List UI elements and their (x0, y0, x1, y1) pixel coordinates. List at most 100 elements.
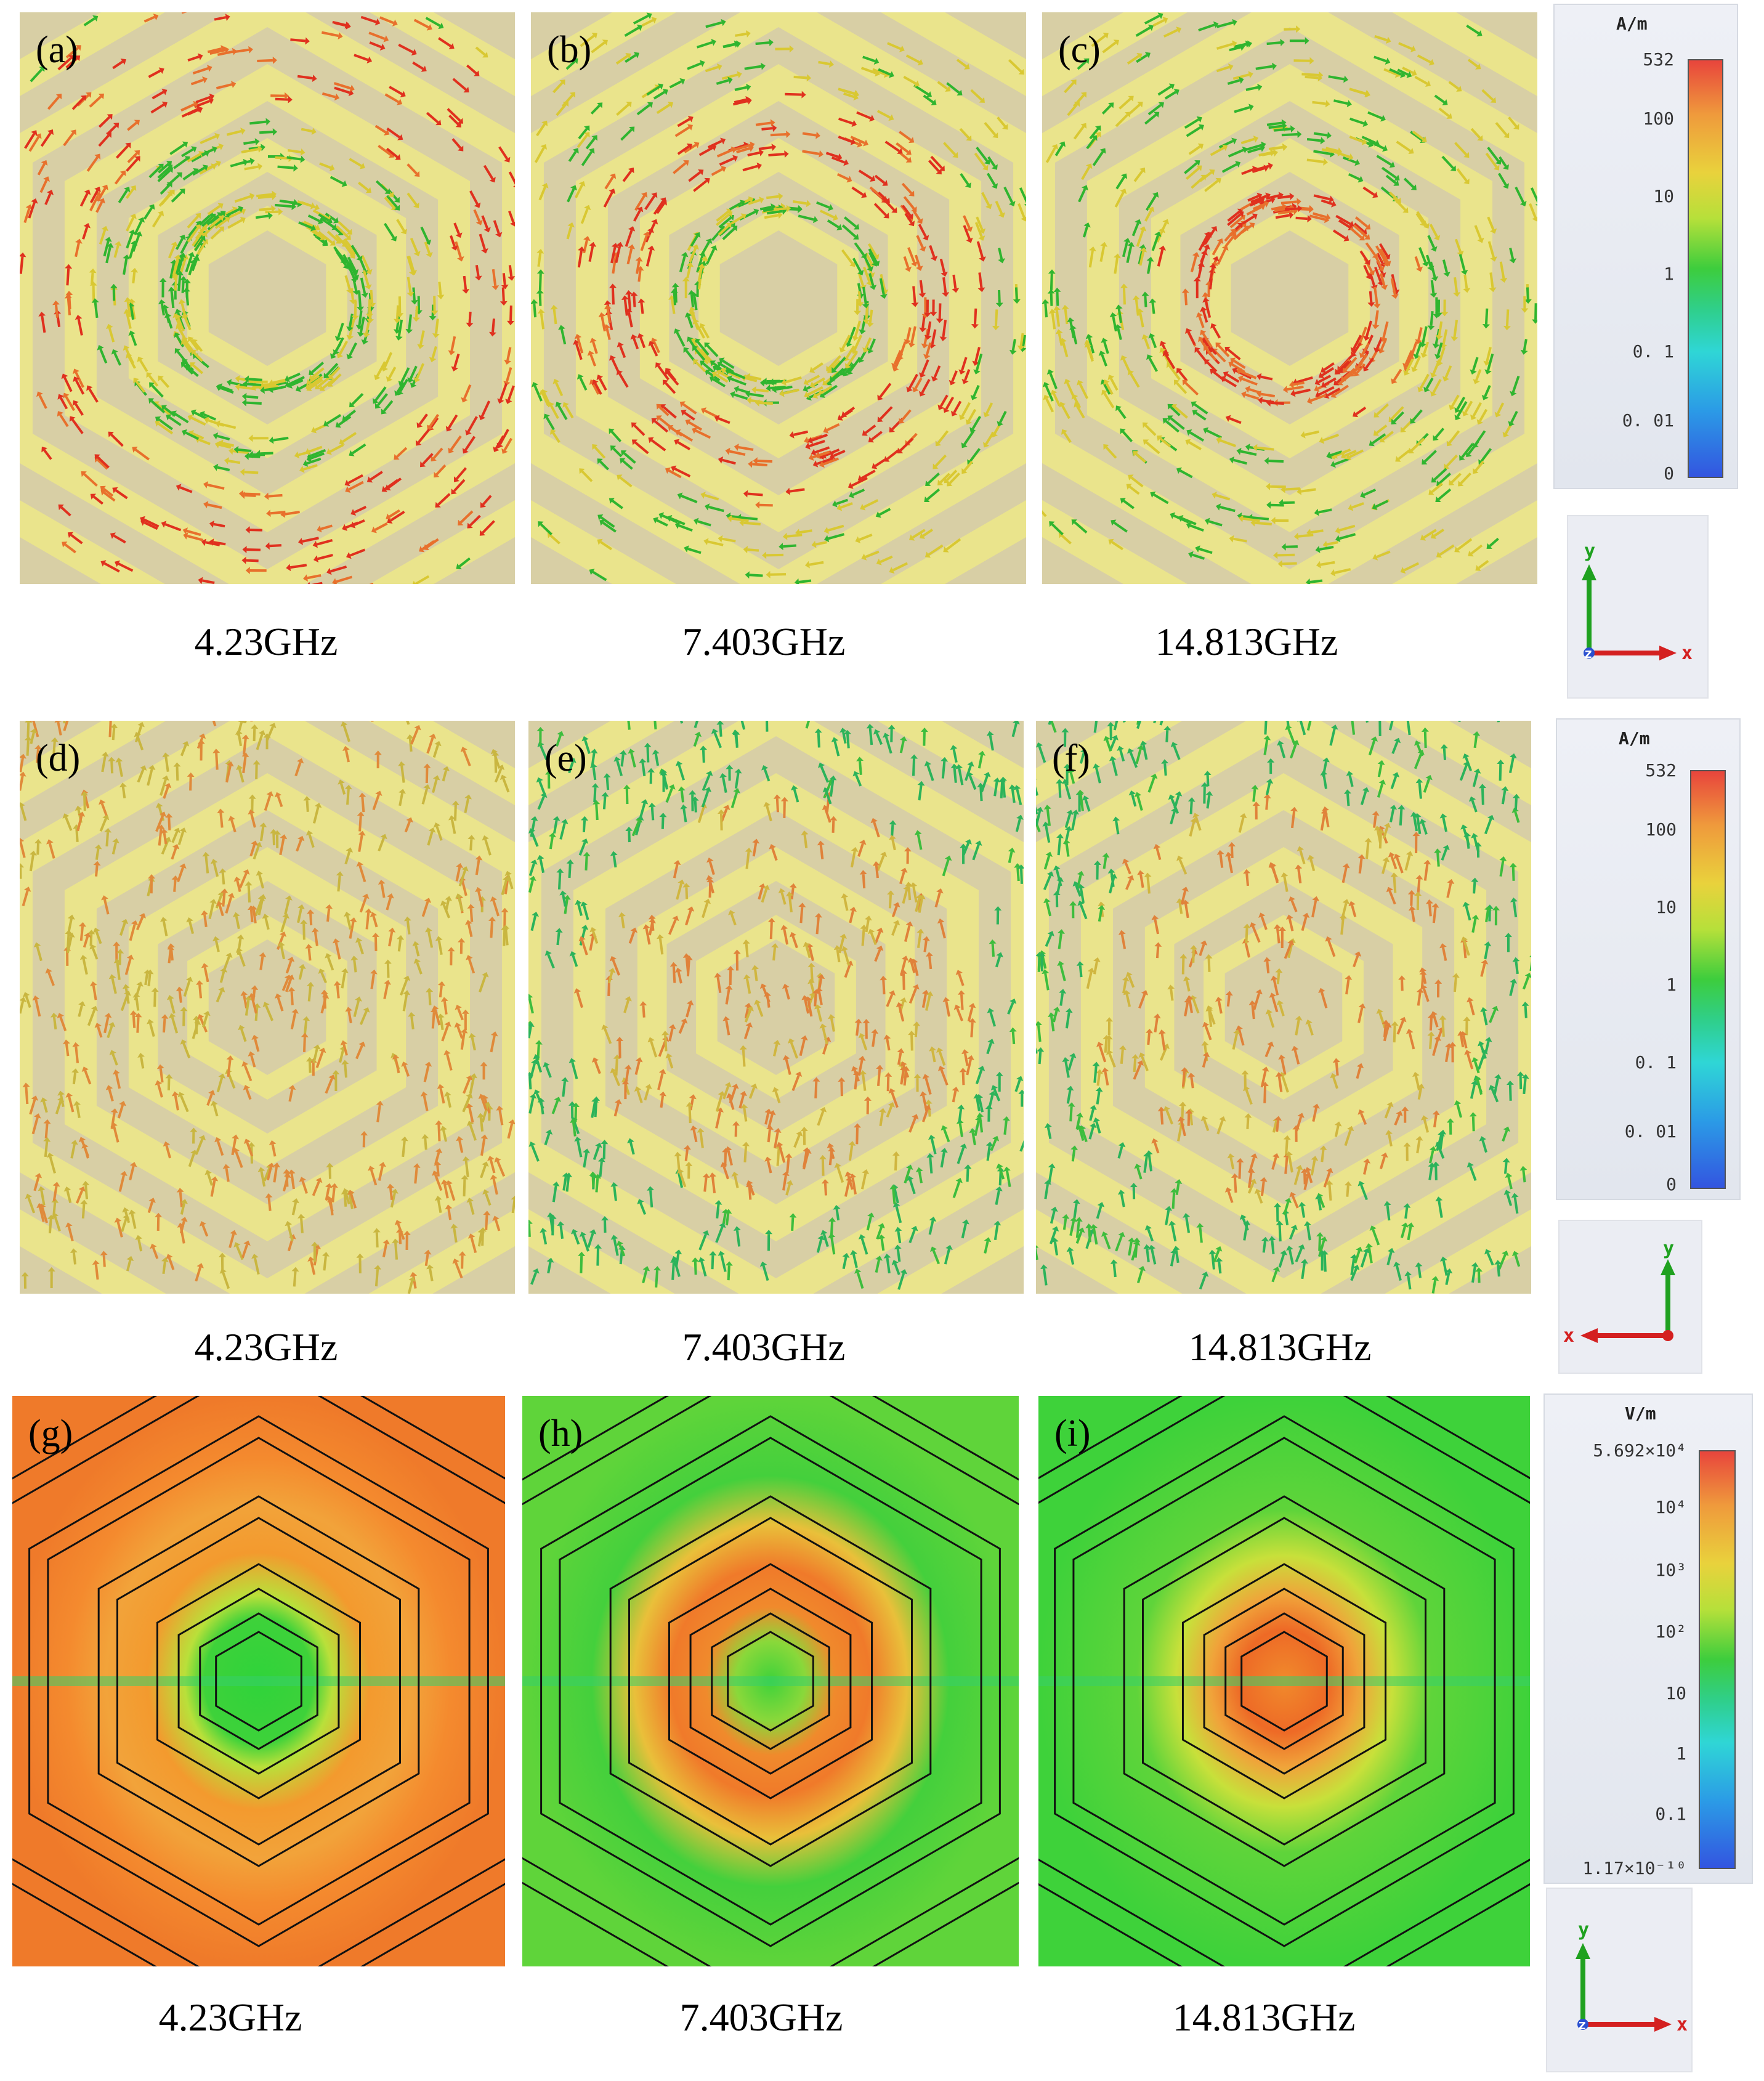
current-arrow (1412, 131, 1425, 140)
current-arrow-head (1139, 226, 1147, 232)
current-arrow-head (424, 1249, 432, 1255)
current-arrow (1321, 367, 1335, 376)
current-arrow (759, 503, 773, 507)
current-arrow (823, 457, 840, 466)
current-arrow (828, 355, 841, 369)
current-arrow-head (602, 39, 608, 46)
current-arrow (1367, 111, 1383, 120)
current-arrow-head (330, 240, 336, 246)
current-arrow-head (313, 555, 319, 563)
current-arrow (137, 769, 145, 783)
current-arrow (993, 1089, 1001, 1101)
current-arrow (1412, 409, 1423, 421)
current-arrow (129, 306, 135, 320)
current-arrow (475, 264, 480, 277)
current-arrow-head (870, 175, 876, 182)
current-arrow (528, 997, 534, 1014)
current-arrow-head (172, 844, 180, 850)
current-arrow (330, 444, 344, 453)
current-arrow (322, 92, 336, 99)
current-arrow-head (966, 226, 973, 232)
current-arrow-head (340, 1040, 348, 1045)
current-arrow (697, 267, 703, 282)
current-arrow-head (119, 782, 127, 788)
current-arrow (20, 842, 26, 858)
current-arrow (267, 1197, 272, 1211)
current-arrow-head (182, 527, 188, 535)
surface-current-plot (20, 721, 515, 1294)
current-arrow-head (496, 1105, 504, 1111)
current-arrow (1105, 383, 1114, 395)
current-arrow (1113, 521, 1128, 533)
current-arrow (799, 529, 812, 534)
current-arrow (533, 385, 543, 402)
current-arrow-head (1215, 503, 1221, 511)
current-arrow-head (851, 846, 859, 852)
current-arrow (370, 471, 383, 481)
current-arrow-head (413, 202, 419, 208)
current-arrow-head (314, 203, 320, 211)
current-arrow-head (89, 268, 97, 274)
current-arrow-head (410, 270, 418, 275)
current-arrow-head (1411, 367, 1418, 373)
current-arrow (1382, 431, 1394, 441)
current-arrow (467, 959, 475, 974)
current-arrow (740, 721, 746, 730)
current-arrow (177, 256, 184, 271)
current-arrow-head (839, 347, 846, 353)
current-arrow (1470, 544, 1483, 555)
current-arrow (213, 541, 226, 546)
current-arrow-head (814, 728, 822, 733)
current-arrow (866, 1216, 872, 1231)
current-arrow (1058, 333, 1063, 346)
current-arrow-head (349, 917, 357, 923)
current-arrow (220, 385, 233, 392)
current-arrow (1021, 335, 1026, 348)
current-arrow (75, 379, 85, 395)
current-arrow-head (236, 765, 243, 770)
current-arrow (1410, 131, 1423, 141)
current-arrow-head (1430, 293, 1438, 298)
current-arrow-head (537, 309, 545, 314)
current-arrow-head (395, 335, 403, 341)
current-arrow (194, 100, 211, 108)
current-arrow (813, 377, 825, 386)
current-arrow-head (905, 921, 913, 927)
current-arrow (588, 246, 594, 262)
current-arrow (1333, 99, 1348, 105)
current-arrow (180, 1203, 186, 1215)
current-arrow (451, 138, 462, 149)
current-arrow-head (732, 225, 738, 232)
panel-label: (d) (36, 737, 81, 779)
current-arrow (162, 920, 168, 936)
current-arrow-head (341, 241, 347, 247)
current-arrow (897, 1273, 905, 1290)
current-arrow (1391, 406, 1404, 420)
current-arrow-head (869, 115, 875, 122)
current-arrow-head (984, 771, 991, 777)
current-arrow-head (884, 456, 890, 462)
current-arrow (534, 147, 545, 163)
current-arrow (253, 909, 257, 923)
current-arrow (712, 378, 726, 387)
current-arrow-head (399, 789, 406, 794)
current-arrow (1011, 1031, 1016, 1045)
current-arrow-head (871, 261, 878, 267)
current-arrow (884, 736, 892, 754)
current-arrow-head (1101, 338, 1108, 343)
current-arrow (1135, 453, 1146, 463)
current-arrow-head (180, 362, 187, 368)
current-arrow (344, 275, 351, 290)
current-arrow-head (936, 318, 944, 323)
current-arrow (201, 1224, 209, 1237)
current-arrow (376, 1105, 381, 1122)
current-arrow-head (166, 190, 173, 197)
current-arrow (1304, 430, 1320, 436)
current-arrow (843, 92, 855, 99)
current-arrow-head (1314, 378, 1321, 386)
current-arrow (148, 166, 162, 179)
current-arrow-head (636, 206, 644, 213)
current-arrow (459, 510, 474, 524)
current-arrow (868, 273, 875, 286)
current-arrow-head (1120, 189, 1127, 195)
